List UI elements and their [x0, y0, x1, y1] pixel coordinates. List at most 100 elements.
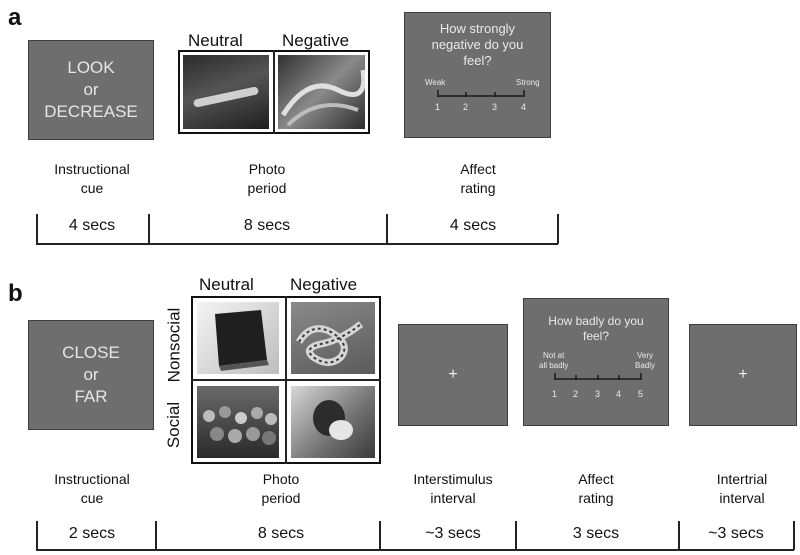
panel-b-intertrial-screen: +: [689, 324, 797, 426]
panel-a-tick-2: [386, 214, 388, 244]
social-negative-photo: [291, 386, 375, 458]
panel-b-tick-4: [678, 521, 680, 550]
panel-b-tick-3: [515, 521, 517, 550]
rating-number-4: 4: [616, 389, 622, 399]
panel-a-label: a: [8, 4, 22, 31]
phase-line: period: [247, 180, 287, 196]
distressed-person-image: [313, 400, 353, 440]
phase-line: period: [261, 490, 301, 506]
social-neutral-photo-crowd: [197, 386, 279, 458]
panel-b-phase-cue: Instructional cue: [27, 470, 157, 508]
cue-line-2: or: [83, 80, 99, 99]
rating-number-1: 1: [552, 389, 558, 399]
rating-number-3: 3: [595, 389, 601, 399]
panel-a-tick-0: [36, 214, 38, 244]
phase-line: Photo: [248, 161, 286, 177]
fixation-cross-icon: +: [448, 366, 458, 383]
cue-line-3: FAR: [74, 387, 108, 406]
phase-line: cue: [80, 490, 104, 506]
anchor-line: Badly: [635, 361, 656, 370]
panel-b-phase-photo: Photo period: [216, 470, 346, 508]
row-header-nonsocial: Nonsocial: [164, 307, 183, 383]
fixation-cross-icon: +: [738, 366, 748, 383]
panel-b-duration-isi: ~3 secs: [425, 525, 481, 542]
panel-a-header-neutral: Neutral: [188, 31, 243, 50]
rating-question-line-1: How strongly: [439, 21, 516, 36]
panel-b-header-neutral: Neutral: [199, 275, 254, 294]
cue-line-3: DECREASE: [44, 102, 138, 121]
panel-a-photo-divider: [273, 50, 275, 134]
panel-b-tick-1: [155, 521, 157, 550]
rating-number-3: 3: [492, 102, 498, 112]
panel-a-timeline: [36, 243, 558, 245]
cue-line-2: or: [83, 365, 99, 384]
rating-anchor-very-badly: Very Badly: [635, 351, 655, 371]
anchor-line: all badly: [539, 361, 569, 370]
cue-line-1: CLOSE: [62, 343, 120, 362]
panel-b-label: b: [8, 280, 23, 307]
rating-anchor-strong: Strong: [516, 78, 540, 87]
panel-b-grid-hdivider: [191, 379, 381, 381]
rating-number-1: 1: [435, 102, 441, 112]
phase-line: interval: [719, 490, 765, 506]
panel-b-rating-screen: How badly do you feel?: [523, 298, 669, 426]
phase-line: Instructional: [54, 161, 130, 177]
cue-line-1: LOOK: [67, 58, 115, 77]
phase-line: cue: [80, 180, 104, 196]
panel-a-header-negative: Negative: [282, 31, 350, 50]
panel-a-duration-photo: 8 secs: [243, 217, 291, 234]
crowd-image: [203, 406, 277, 445]
panel-b-tick-2: [379, 521, 381, 550]
rating-question-line-1: How badly do you: [548, 314, 644, 328]
panel-b-duration-cue: 2 secs: [68, 525, 116, 542]
rating-question-line-2: feel?: [582, 329, 610, 343]
phase-line: Interstimulus: [413, 471, 493, 487]
panel-b-duration-iti: ~3 secs: [708, 525, 764, 542]
panel-a-phase-cue: Instructional cue: [27, 160, 157, 198]
panel-a-phase-rating: Affect rating: [413, 160, 543, 198]
nonsocial-negative-photo-snake: [291, 302, 375, 374]
negative-photo: [278, 55, 365, 129]
panel-a-rating-scale: [437, 90, 525, 97]
phase-line: interval: [430, 490, 476, 506]
rating-number-2: 2: [463, 102, 469, 112]
negative-photo-image: [280, 69, 365, 127]
panel-b-duration-rating: 3 secs: [572, 525, 620, 542]
panel-b-phase-iti: Intertrial interval: [677, 470, 800, 508]
panel-a-phase-photo: Photo period: [202, 160, 332, 198]
snake-image: [295, 321, 364, 366]
panel-b-rating-scale: [554, 373, 642, 380]
phase-line: Intertrial: [716, 471, 768, 487]
panel-b-tick-0: [36, 521, 38, 550]
rating-question-line-2: negative do you: [431, 37, 524, 52]
panel-a-cue-screen: LOOK or DECREASE: [28, 40, 154, 140]
neutral-photo-rolling-pin: [183, 55, 269, 129]
panel-b-phase-isi: Interstimulus interval: [388, 470, 518, 508]
book-image: [215, 310, 269, 371]
nonsocial-neutral-photo-book: [197, 302, 279, 374]
panel-a-rating-screen: How strongly negative do you feel?: [404, 12, 551, 138]
panel-a-tick-3: [557, 214, 559, 244]
rating-number-2: 2: [573, 389, 579, 399]
phase-line: Photo: [262, 471, 300, 487]
anchor-line: Very: [637, 351, 654, 360]
rating-number-4: 4: [521, 102, 527, 112]
rating-question-line-3: feel?: [463, 53, 492, 68]
phase-line: Instructional: [54, 471, 130, 487]
phase-line: rating: [578, 490, 614, 506]
phase-line: Affect: [578, 471, 614, 487]
panel-b-phase-rating: Affect rating: [531, 470, 661, 508]
panel-b-header-negative: Negative: [290, 275, 358, 294]
panel-a-tick-1: [148, 214, 150, 244]
panel-b-interstimulus-screen: +: [398, 324, 508, 426]
rating-anchor-not-at-all: Not at all badly: [539, 351, 568, 371]
rating-anchor-weak: Weak: [425, 78, 446, 87]
panel-b-duration-photo: 8 secs: [257, 525, 305, 542]
panel-b-timeline: [36, 549, 794, 551]
phase-line: rating: [460, 180, 496, 196]
panel-a-duration-cue: 4 secs: [68, 217, 116, 234]
panel-b-cue-screen: CLOSE or FAR: [28, 320, 154, 430]
panel-a-duration-rating: 4 secs: [449, 217, 497, 234]
rolling-pin-image: [193, 86, 259, 108]
rating-number-5: 5: [638, 389, 644, 399]
